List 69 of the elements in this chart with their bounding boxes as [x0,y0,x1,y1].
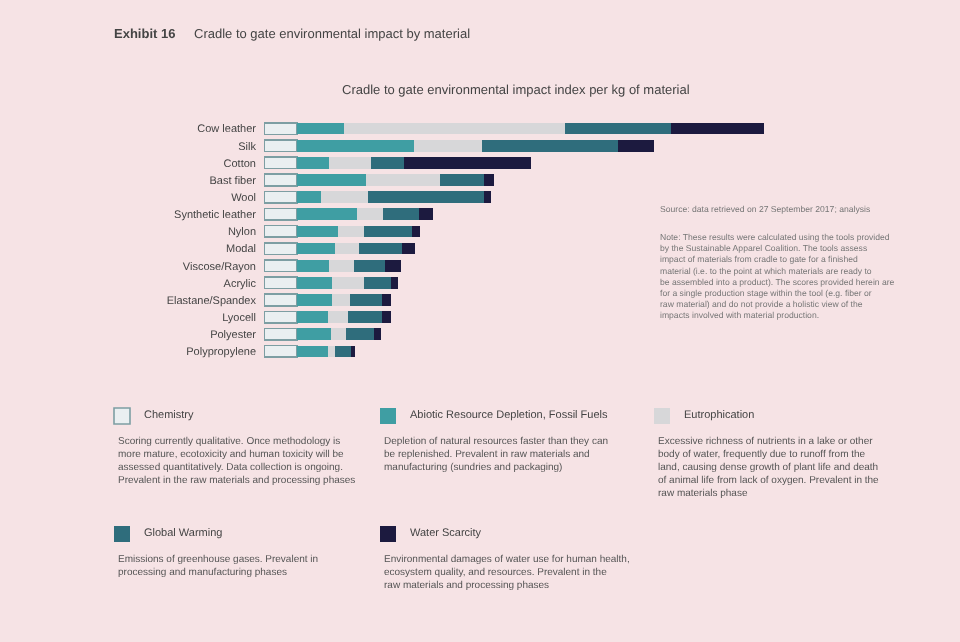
bar [264,276,298,290]
bar [297,259,329,272]
bar [331,294,350,306]
bar [297,122,344,135]
bar [358,242,402,255]
bar [334,242,359,255]
bar [297,208,357,221]
bar [384,259,401,272]
bar [297,157,329,169]
bar [321,191,368,203]
bar [297,345,328,358]
bar [264,156,298,170]
bar [364,225,412,238]
bar [297,277,332,289]
bar [412,225,420,238]
bar [297,139,414,152]
bar [297,328,331,341]
bar [264,224,298,239]
bar [264,190,298,204]
bar [367,191,484,203]
bar [328,345,335,358]
bar [297,294,332,306]
bar [297,191,321,203]
bar [381,294,391,306]
bar [329,157,371,169]
bar [402,242,415,255]
bar [404,157,531,169]
bar [349,294,382,306]
bar [264,121,298,136]
bar [264,207,298,221]
bar [297,242,335,255]
bar [329,259,354,272]
bar [482,139,618,152]
bar [418,208,433,221]
bar [354,259,385,272]
bar [297,311,328,323]
bar [297,174,366,186]
bar [618,139,654,152]
bar [297,225,338,238]
bar [337,225,364,238]
bar [413,139,482,152]
bar [264,344,298,359]
bar [344,122,565,135]
bar [264,173,298,187]
bar [264,259,298,273]
bar [264,241,298,256]
bar [483,191,491,203]
bar [365,174,440,186]
bar [346,328,374,341]
bar [390,277,398,289]
bar [374,328,381,341]
bar [264,310,298,324]
bar [348,311,382,323]
bar [264,139,298,153]
bar [328,311,348,323]
bar [440,174,484,186]
bar [564,122,671,135]
bar [331,328,346,341]
bar [370,157,404,169]
bar [671,122,764,135]
bar [483,174,494,186]
bar [264,293,298,307]
bar [331,277,364,289]
bar [364,277,391,289]
bar [356,208,383,221]
bar [334,345,351,358]
bar [264,327,298,341]
bar [382,311,391,323]
bar [383,208,419,221]
